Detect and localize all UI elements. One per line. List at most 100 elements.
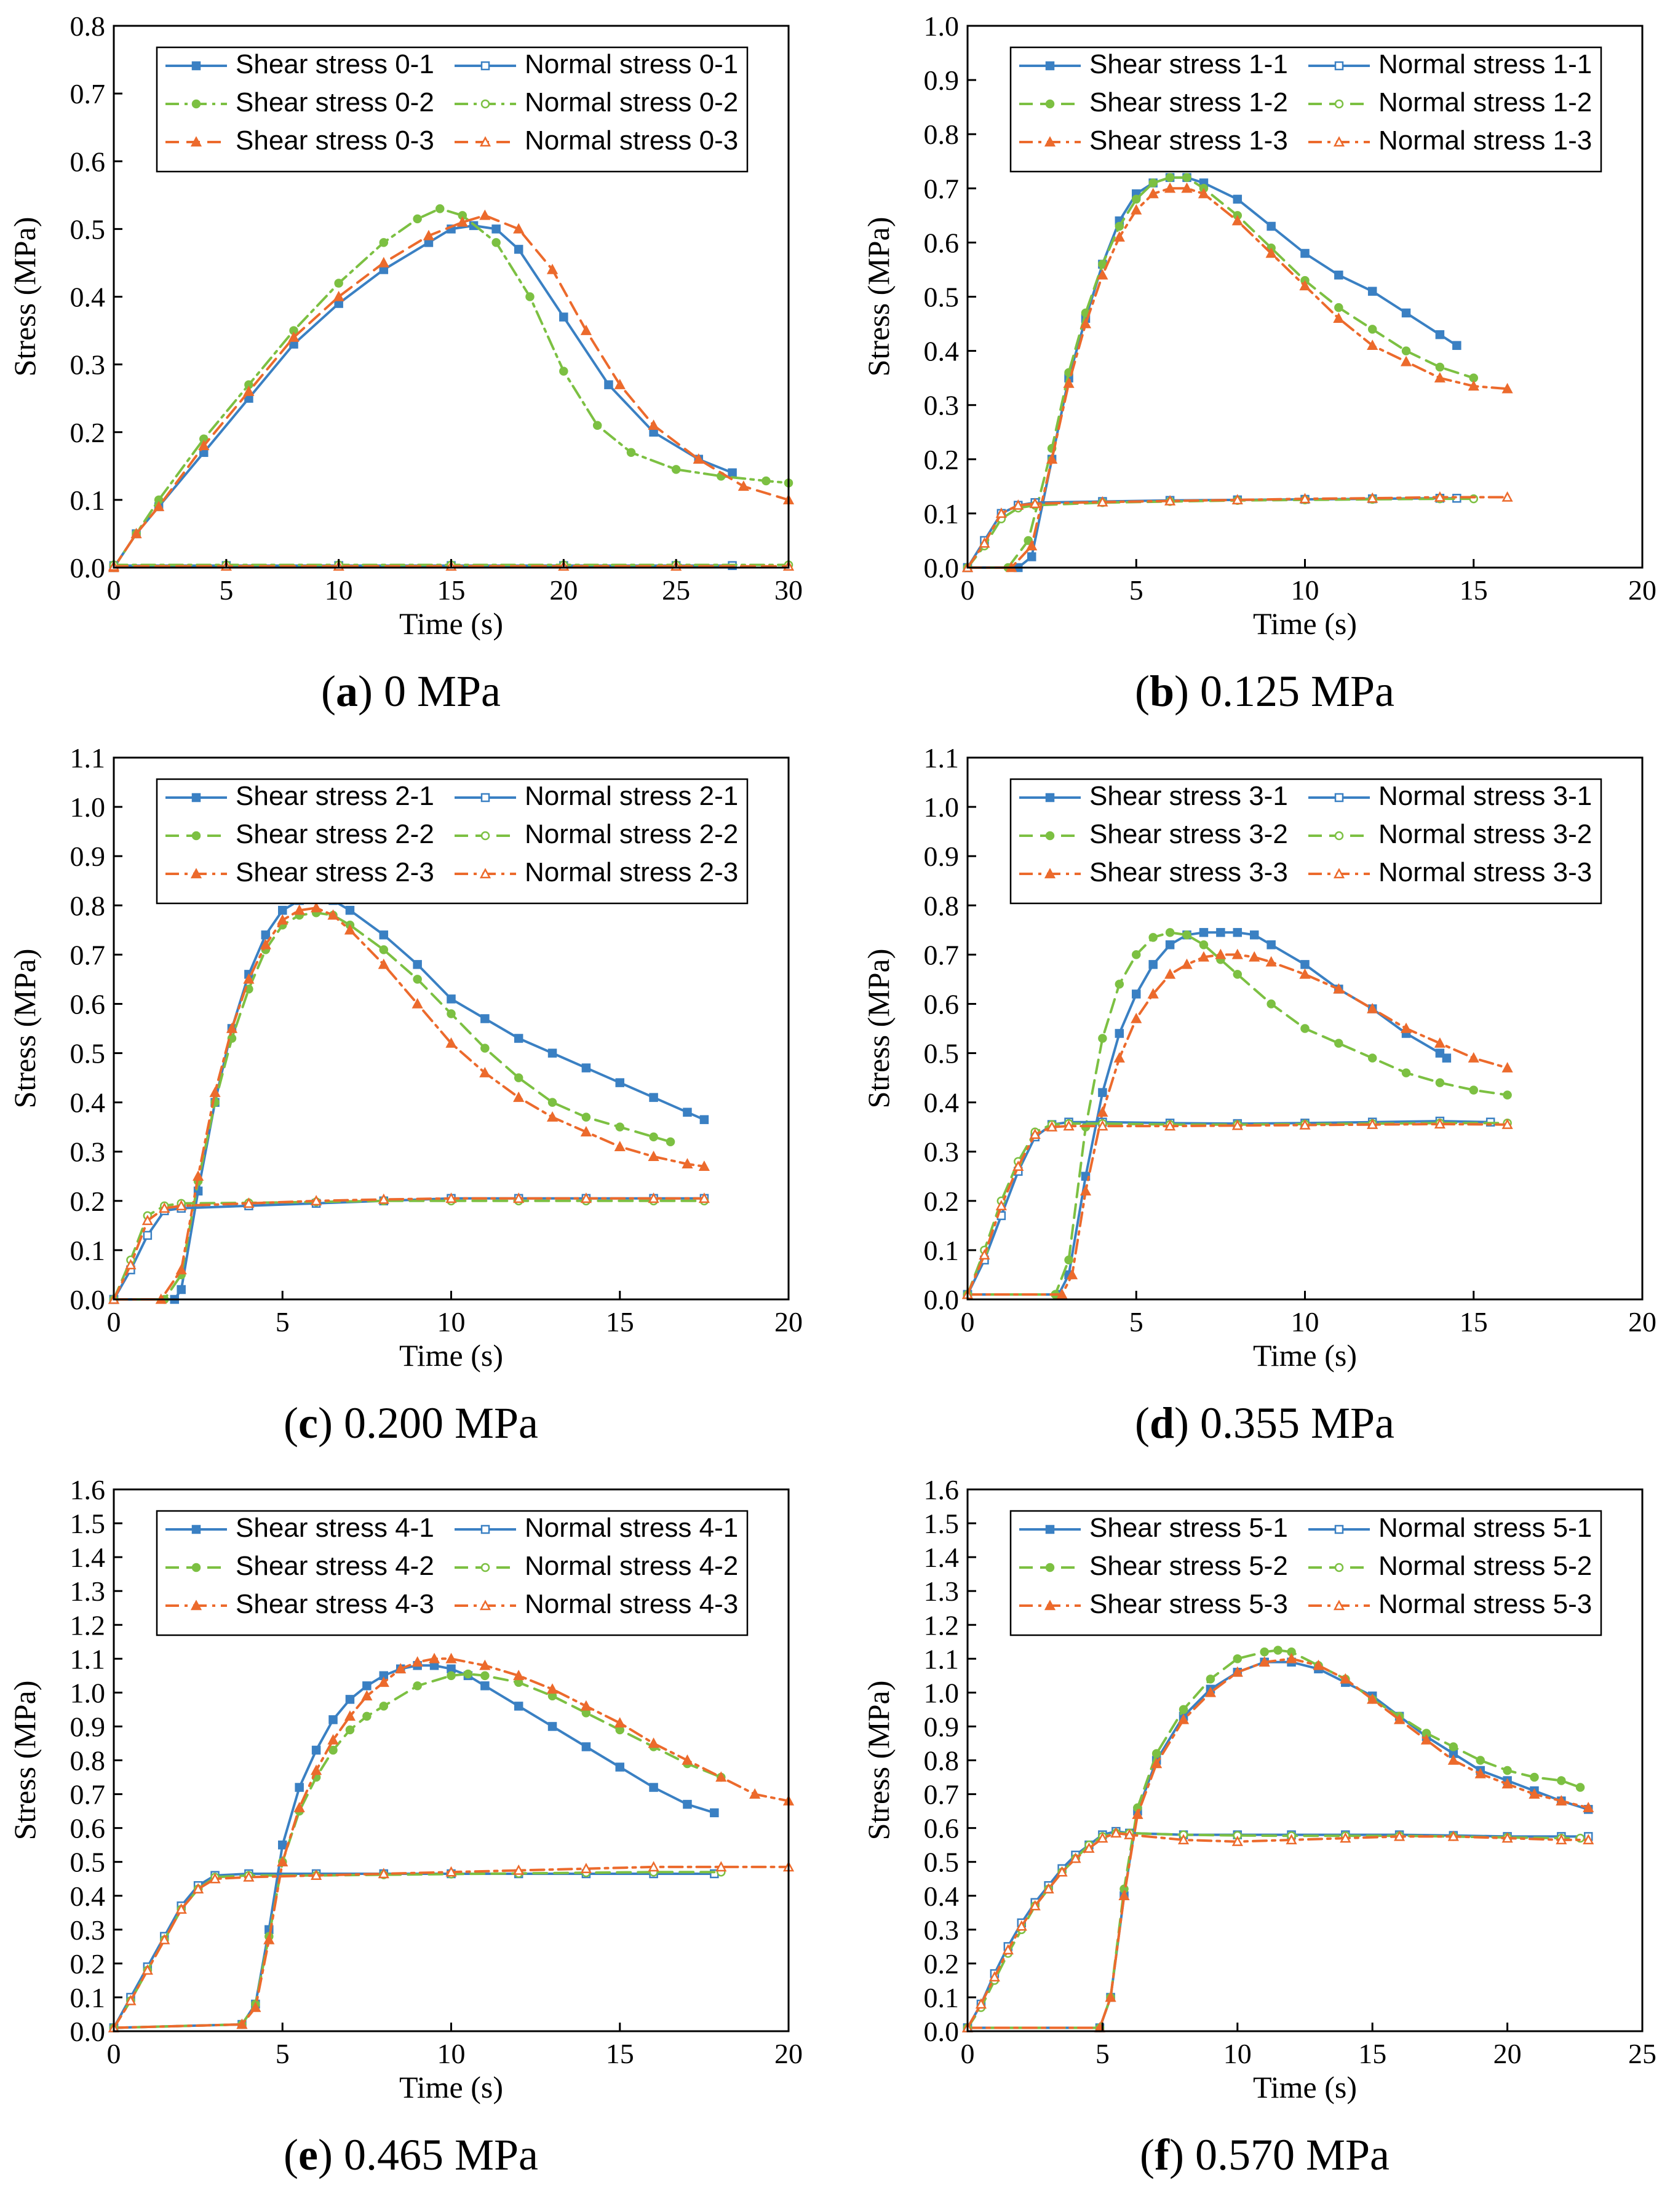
data-point	[1024, 536, 1033, 545]
y-tick-label: 0.7	[70, 1779, 106, 1810]
y-tick-label: 1.5	[70, 1508, 106, 1539]
legend-marker	[1045, 1524, 1055, 1534]
caption-text: (	[284, 1398, 298, 1448]
data-point	[1215, 948, 1227, 959]
panel-caption: (b) 0.125 MPa	[1135, 667, 1394, 716]
data-point	[293, 1801, 305, 1812]
legend-label: Normal stress 4-3	[525, 1589, 738, 1619]
data-point	[1340, 1673, 1351, 1684]
data-point	[1016, 1920, 1027, 1931]
data-point	[592, 421, 602, 430]
data-point	[1434, 1118, 1445, 1129]
y-tick-label: 1.0	[924, 791, 960, 823]
data-point	[615, 1122, 624, 1132]
data-point	[514, 1034, 523, 1043]
data-point	[445, 1866, 457, 1877]
data-point	[1115, 980, 1124, 989]
data-point	[1530, 1772, 1539, 1782]
data-point	[1132, 989, 1141, 999]
data-point	[1556, 1794, 1567, 1806]
data-point	[1132, 950, 1141, 959]
data-point	[379, 945, 389, 954]
legend-label: Normal stress 0-3	[525, 125, 738, 156]
data-point	[344, 1710, 356, 1721]
data-point	[362, 1681, 372, 1691]
legend-marker	[191, 793, 201, 803]
y-tick-label: 0.2	[924, 1948, 960, 1980]
y-tick-label: 0.3	[70, 349, 106, 381]
y-tick-label: 0.1	[924, 1235, 960, 1266]
legend-marker	[1044, 868, 1056, 879]
data-point	[379, 930, 389, 940]
data-point	[1435, 362, 1445, 372]
data-point	[1300, 960, 1310, 969]
data-point	[648, 419, 659, 430]
data-point	[1029, 1900, 1041, 1911]
data-point	[648, 1737, 659, 1748]
y-tick-label: 0.5	[70, 1038, 106, 1069]
series-line-2	[966, 176, 1475, 569]
data-point	[1204, 1686, 1217, 1697]
data-point	[1182, 173, 1191, 182]
data-point	[1265, 247, 1277, 258]
data-point	[328, 1745, 338, 1755]
legend-frame	[156, 1510, 749, 1636]
data-point	[435, 204, 445, 213]
data-point	[198, 440, 210, 451]
data-point	[428, 1652, 440, 1663]
data-point	[1026, 540, 1038, 551]
y-tick-label: 0.2	[70, 417, 106, 448]
legend-label: Normal stress 3-1	[1378, 781, 1592, 811]
data-point	[513, 1670, 525, 1681]
data-point	[1177, 1713, 1190, 1724]
legend-frame	[156, 778, 749, 905]
series-line-2	[966, 1649, 1582, 2029]
y-tick-label: 0.8	[924, 890, 960, 921]
y-tick-label: 0.9	[70, 841, 106, 872]
data-point	[1080, 1185, 1092, 1196]
data-point	[710, 1808, 719, 1818]
data-point	[1113, 1052, 1125, 1063]
data-point	[143, 1231, 153, 1240]
data-point	[1503, 1766, 1512, 1775]
legend-label: Shear stress 0-3	[236, 125, 434, 156]
x-axis-title: Time (s)	[1253, 2070, 1357, 2104]
legend-label: Normal stress 0-1	[525, 49, 738, 79]
y-tick-label: 0.6	[70, 146, 106, 177]
data-point	[1046, 1121, 1058, 1132]
data-point	[1300, 1024, 1310, 1033]
data-point	[514, 245, 523, 254]
data-point	[580, 1700, 592, 1711]
y-axis-title: Stress (MPa)	[861, 217, 896, 377]
data-point	[1575, 1783, 1585, 1792]
y-tick-label: 1.4	[70, 1542, 106, 1573]
y-tick-label: 1.3	[924, 1576, 960, 1607]
data-point	[226, 1022, 238, 1033]
legend-marker	[1045, 1563, 1055, 1572]
legend-marker	[191, 1524, 201, 1534]
series-group	[961, 928, 1513, 1299]
data-point	[311, 1764, 322, 1775]
y-tick-label: 1.5	[924, 1508, 960, 1539]
data-point	[1401, 308, 1411, 318]
data-point	[413, 214, 422, 224]
legend-marker	[480, 793, 490, 803]
data-point	[1115, 1029, 1124, 1038]
y-tick-label: 0.6	[924, 1813, 960, 1844]
data-point	[209, 1873, 221, 1884]
data-point	[1273, 1646, 1282, 1655]
data-point	[159, 1202, 170, 1213]
series-line-4	[966, 1830, 1590, 2029]
data-point	[480, 1681, 490, 1691]
data-point	[278, 1840, 287, 1850]
data-point	[1260, 1647, 1269, 1657]
data-point	[698, 1160, 710, 1171]
caption-text: ) 0 MPa	[358, 667, 501, 716]
legend-label: Shear stress 3-3	[1089, 857, 1288, 887]
series-line-2	[113, 207, 790, 569]
series-line-5	[113, 1199, 706, 1301]
legend-label: Normal stress 1-3	[1378, 125, 1592, 156]
data-point	[130, 528, 142, 539]
data-point	[456, 216, 468, 227]
